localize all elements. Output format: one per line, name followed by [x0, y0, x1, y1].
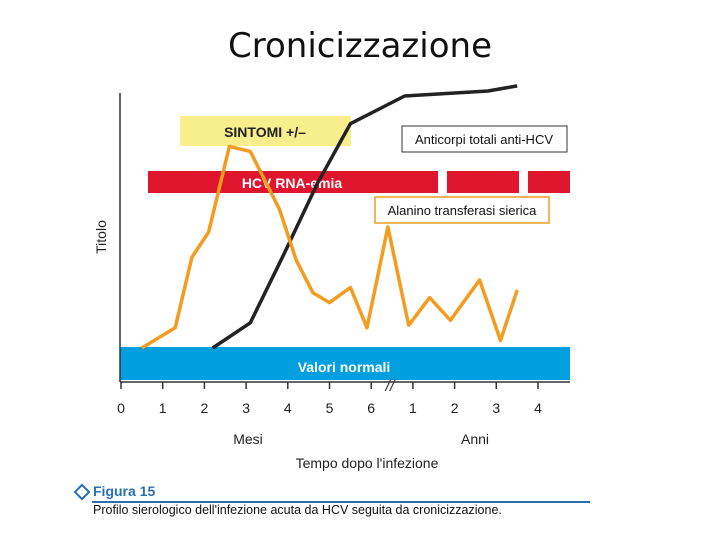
x-tick-label: 6 — [367, 400, 375, 416]
rna-band-segment-2 — [447, 171, 519, 193]
x-tick-label: 3 — [242, 400, 250, 416]
x-tick-label: 0 — [117, 400, 125, 416]
x-tick-label: 4 — [284, 400, 292, 416]
caption-divider — [92, 501, 590, 503]
x-tick-label: 2 — [451, 400, 459, 416]
x-tick-label: 3 — [492, 400, 500, 416]
alt-legend-box — [374, 196, 550, 224]
y-axis-label: Titolo — [93, 220, 109, 254]
x-axis-label: Tempo dopo l'infezione — [296, 455, 439, 471]
serology-chart: SINTOMI +/– HCV RNA-emia Valori normali … — [93, 84, 570, 471]
figure-caption: Profilo sierologico dell'infezione acuta… — [93, 503, 502, 517]
x-ticks — [120, 382, 539, 389]
symptoms-band-label: SINTOMI +/– — [224, 124, 306, 140]
x-tick-labels: 0 1 2 3 4 5 6 1 2 3 4 — [117, 400, 542, 416]
series-line-alt — [140, 144, 519, 350]
alt-legend-label: Alanino transferasi sierica — [388, 203, 538, 218]
x-group-label-months: Mesi — [233, 431, 263, 447]
x-tick-label: 1 — [409, 400, 417, 416]
slide-title: Cronicizzazione — [228, 26, 492, 66]
axis-break: // — [385, 378, 396, 395]
series-line-antibodies — [211, 84, 518, 350]
normal-values-label: Valori normali — [298, 359, 391, 375]
rna-band-label: HCV RNA-emia — [242, 175, 343, 191]
x-tick-label: 2 — [201, 400, 209, 416]
x-group-label-years: Anni — [461, 431, 489, 447]
x-tick-label: 4 — [534, 400, 542, 416]
x-tick-label: 5 — [326, 400, 334, 416]
normal-values-band — [120, 347, 570, 380]
x-tick-label: 1 — [159, 400, 167, 416]
figure-label: Figura 15 — [93, 483, 156, 499]
caption-diamond-icon — [73, 483, 91, 501]
antibody-legend-box — [401, 125, 568, 153]
antibody-legend-label: Anticorpi totali anti-HCV — [415, 132, 553, 147]
symptoms-band — [180, 116, 351, 146]
rna-band-segment-3 — [528, 171, 570, 193]
